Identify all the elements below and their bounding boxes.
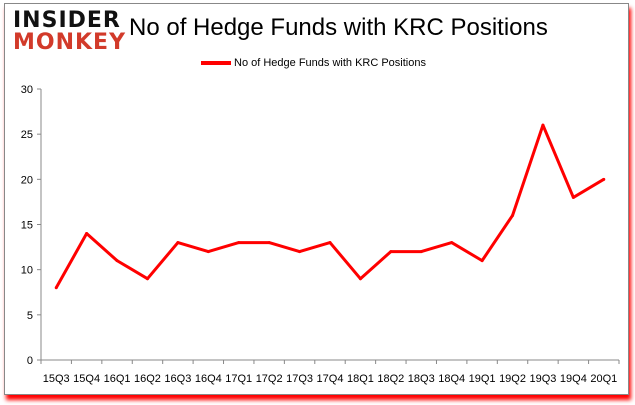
x-tick-label: 19Q1 [469,373,496,385]
y-tick-label: 0 [27,355,33,367]
data-point [480,259,484,263]
x-tick-label: 15Q3 [43,373,70,385]
y-tick-label: 10 [21,265,33,277]
x-tick-label: 19Q3 [529,373,556,385]
x-tick-label: 18Q3 [408,373,435,385]
x-tick-label: 16Q3 [164,373,191,385]
x-tick-label: 16Q4 [195,373,222,385]
y-tick-label: 30 [21,84,33,96]
x-tick-label: 19Q2 [499,373,526,385]
data-point [206,250,210,254]
x-tick-label: 17Q3 [286,373,313,385]
y-tick-label: 15 [21,220,33,232]
data-point [145,277,149,281]
data-point [450,241,454,245]
x-tick-label: 17Q2 [256,373,283,385]
data-point [419,250,423,254]
x-tick-label: 20Q1 [590,373,617,385]
data-point [358,277,362,281]
data-point [298,250,302,254]
data-point [176,241,180,245]
y-tick-label: 5 [27,310,33,322]
data-point [511,213,515,217]
data-point [389,250,393,254]
chart-frame: INSIDER MONKEY No of Hedge Funds with KR… [4,3,629,395]
y-tick-label: 20 [21,174,33,186]
x-tick-label: 16Q2 [134,373,161,385]
legend-swatch [201,61,231,65]
data-point [237,241,241,245]
data-point [115,259,119,263]
x-tick-label: 17Q4 [317,373,344,385]
data-point [267,241,271,245]
series-line [54,123,605,289]
data-point [85,232,89,236]
data-point [602,177,606,181]
y-tick-label: 25 [21,129,33,141]
legend: No of Hedge Funds with KRC Positions [201,57,426,69]
x-tick-label: 18Q2 [377,373,404,385]
x-tick-label: 18Q1 [347,373,374,385]
plot-area: 0 5 10 15 20 25 30 15Q3 15Q4 16Q1 16Q2 16Q3 16Q4 17Q1… [21,84,620,385]
data-point [328,241,332,245]
data-point [571,195,575,199]
x-tick-label: 16Q1 [104,373,131,385]
legend-label: No of Hedge Funds with KRC Positions [234,57,426,69]
insider-monkey-logo: INSIDER MONKEY [13,8,127,55]
data-point [54,286,58,290]
x-tick-label: 19Q4 [560,373,587,385]
chart-title: No of Hedge Funds with KRC Positions [129,14,548,41]
x-tick-label: 15Q4 [73,373,100,385]
x-tick-label: 17Q1 [225,373,252,385]
x-tick-label: 18Q4 [438,373,465,385]
data-point [541,123,545,127]
